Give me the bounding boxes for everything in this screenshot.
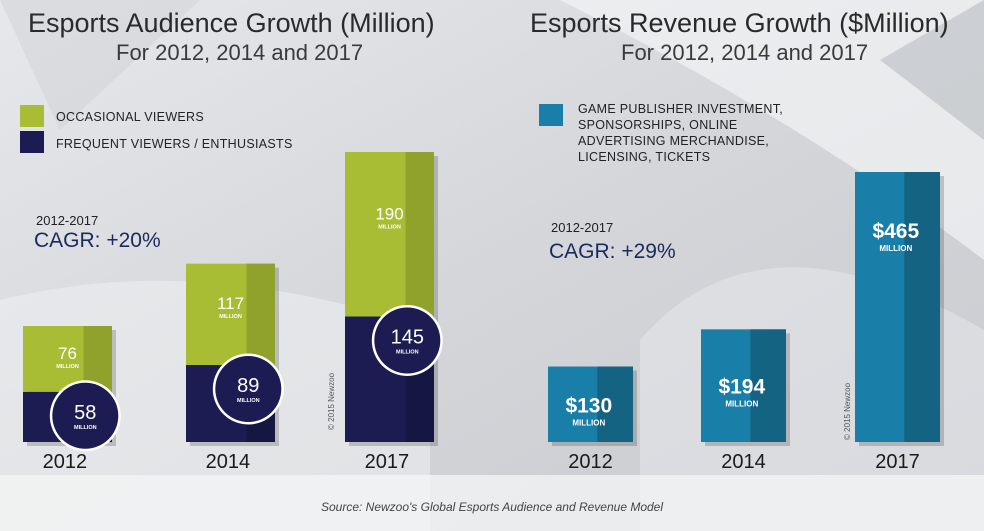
legend-label-revenue-line-3: ADVERTISING MERCHANDISE, [578, 134, 770, 148]
value-circle-2014 [215, 355, 282, 422]
value-circle-2017 [374, 307, 441, 374]
value-circle-2012 [52, 382, 119, 449]
data-label-occasional-2017: 190 [375, 205, 403, 224]
data-label-occasional-2012: 76 [58, 344, 77, 363]
revenue-cagr-period: 2012-2017 [551, 220, 614, 235]
revenue-cagr-value: CAGR: +29% [549, 240, 676, 263]
bar-revenue-side-2014 [750, 329, 786, 442]
data-unit-occasional-2017: MILLION [378, 225, 401, 231]
legend-label-revenue-line-2: SPONSORSHIPS, ONLINE [578, 118, 738, 132]
data-unit-occasional-2012: MILLION [56, 364, 79, 370]
legend-label-revenue-line-4: LICENSING, TICKETS [578, 150, 711, 164]
category-label-revenue-2012: 2012 [568, 451, 613, 473]
category-label-revenue-2017: 2017 [875, 451, 920, 473]
data-label-revenue-2012: $130 [565, 394, 612, 417]
bar-occasional-side-2014 [246, 263, 275, 365]
data-unit-frequent-2017: MILLION [396, 349, 419, 355]
data-label-occasional-2014: 117 [217, 294, 244, 313]
legend-swatch-occasional [20, 105, 44, 127]
data-label-frequent-2017: 145 [391, 326, 424, 348]
bar-revenue-side-2017 [904, 172, 940, 442]
category-label-2014: 2014 [206, 451, 251, 473]
revenue-subtitle: For 2012, 2014 and 2017 [621, 40, 869, 65]
audience-cagr-period: 2012-2017 [36, 213, 99, 228]
category-label-2012: 2012 [43, 451, 88, 473]
category-label-revenue-2014: 2014 [721, 451, 766, 473]
legend-label-occasional: OCCASIONAL VIEWERS [56, 110, 205, 124]
data-unit-revenue-2014: MILLION [725, 400, 758, 409]
category-label-2017: 2017 [365, 451, 410, 473]
data-unit-frequent-2012: MILLION [74, 425, 97, 431]
bar-revenue-side-2012 [597, 366, 633, 442]
data-unit-revenue-2017: MILLION [879, 244, 912, 253]
audience-title: Esports Audience Growth (Million) [28, 8, 435, 38]
data-unit-revenue-2012: MILLION [572, 418, 605, 427]
data-label-frequent-2012: 58 [74, 402, 96, 424]
bar-occasional-side-2017 [405, 152, 434, 317]
data-label-frequent-2014: 89 [237, 375, 259, 397]
revenue-title: Esports Revenue Growth ($Million) [530, 8, 949, 38]
data-unit-frequent-2014: MILLION [237, 398, 260, 404]
audience-cagr-value: CAGR: +20% [34, 229, 161, 252]
legend-label-revenue: GAME PUBLISHER INVESTMENT, SPONSORSHIPS,… [578, 101, 783, 165]
data-label-revenue-2014: $194 [718, 376, 765, 399]
legend-label-frequent: FREQUENT VIEWERS / ENTHUSIASTS [56, 137, 293, 151]
legend-swatch-frequent [20, 131, 44, 153]
source-note: Source: Newzoo's Global Esports Audience… [320, 500, 664, 514]
legend-label-revenue-line-1: GAME PUBLISHER INVESTMENT, [578, 102, 784, 116]
data-unit-occasional-2014: MILLION [219, 314, 242, 320]
legend-swatch-revenue [539, 104, 563, 126]
audience-subtitle: For 2012, 2014 and 2017 [116, 40, 364, 65]
data-label-revenue-2017: $465 [872, 220, 919, 243]
